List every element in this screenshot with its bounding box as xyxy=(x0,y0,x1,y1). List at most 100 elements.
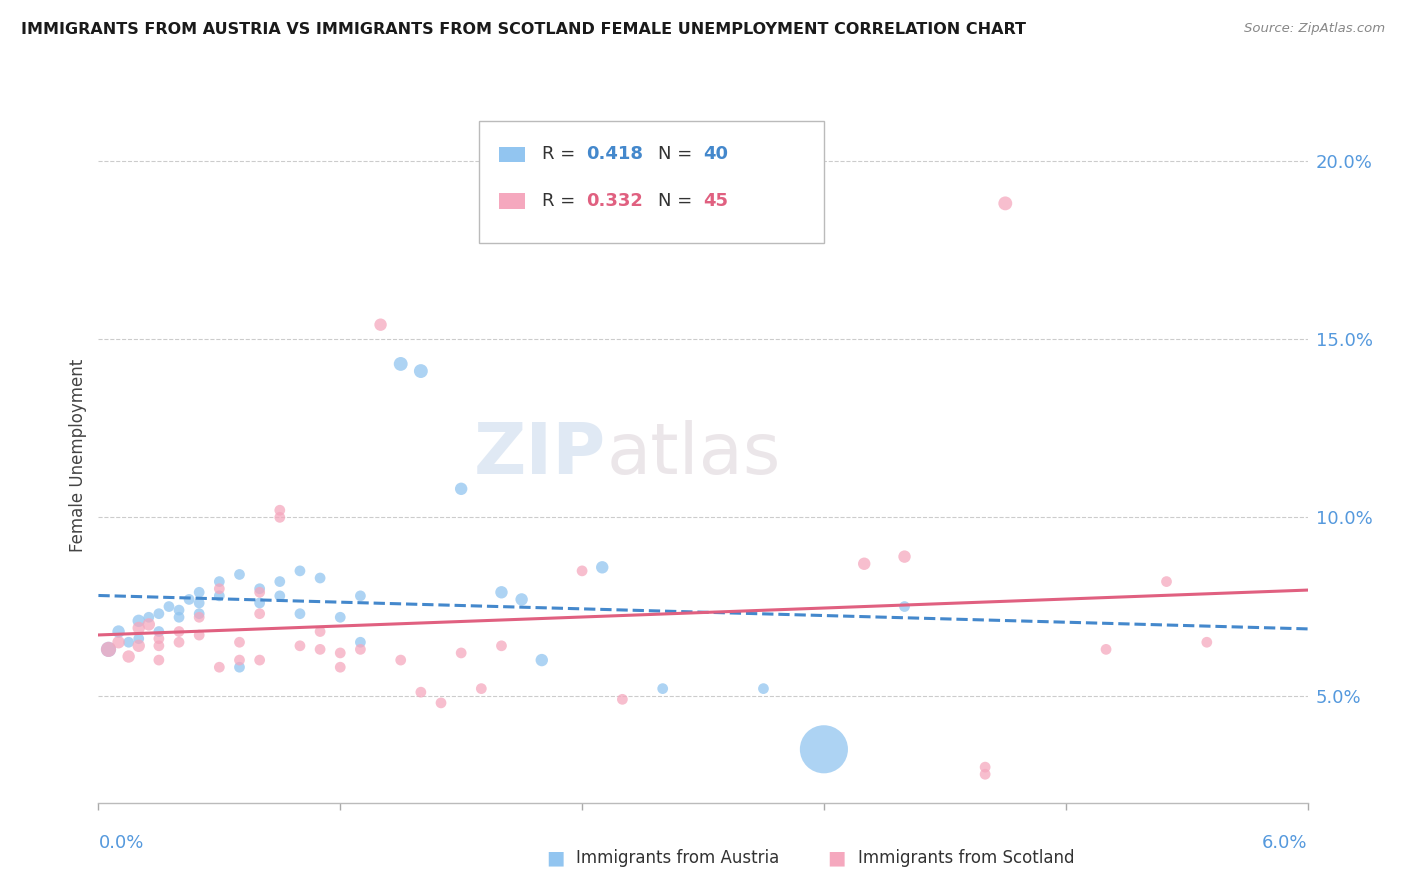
Point xyxy=(188,607,211,621)
Point xyxy=(208,582,231,596)
Point xyxy=(651,681,673,696)
Point xyxy=(249,607,271,621)
Point xyxy=(409,364,432,378)
Point xyxy=(208,574,231,589)
Point xyxy=(249,596,271,610)
Point xyxy=(188,596,211,610)
Point xyxy=(167,624,190,639)
Text: Immigrants from Scotland: Immigrants from Scotland xyxy=(858,849,1074,867)
Point xyxy=(309,571,332,585)
FancyBboxPatch shape xyxy=(499,146,526,162)
Point xyxy=(128,639,150,653)
Point xyxy=(309,642,332,657)
Text: 45: 45 xyxy=(703,192,728,210)
Point xyxy=(752,681,775,696)
Point xyxy=(118,635,141,649)
Point xyxy=(208,589,231,603)
Point xyxy=(167,635,190,649)
Point xyxy=(530,653,553,667)
Point xyxy=(389,357,412,371)
FancyBboxPatch shape xyxy=(479,121,824,243)
Text: atlas: atlas xyxy=(606,420,780,490)
Point xyxy=(97,642,120,657)
Point xyxy=(228,653,250,667)
Point xyxy=(450,482,472,496)
Point xyxy=(430,696,453,710)
Point xyxy=(591,560,613,574)
Point xyxy=(470,681,492,696)
Point xyxy=(370,318,392,332)
Point xyxy=(1095,642,1118,657)
Text: 40: 40 xyxy=(703,145,728,163)
Point xyxy=(167,610,190,624)
Point xyxy=(974,760,997,774)
Point xyxy=(148,639,170,653)
Point xyxy=(269,510,291,524)
Point xyxy=(329,660,352,674)
Point xyxy=(349,642,371,657)
Point xyxy=(571,564,593,578)
Point xyxy=(128,621,150,635)
Point xyxy=(249,582,271,596)
Text: ■: ■ xyxy=(546,848,565,868)
Point xyxy=(107,635,129,649)
Point xyxy=(188,585,211,599)
Point xyxy=(491,585,513,599)
Point xyxy=(309,624,332,639)
Point xyxy=(228,635,250,649)
Point xyxy=(228,660,250,674)
Point xyxy=(510,592,533,607)
Point xyxy=(349,635,371,649)
Point xyxy=(612,692,634,706)
Point xyxy=(148,607,170,621)
Point xyxy=(893,549,915,564)
Point xyxy=(893,599,915,614)
Point xyxy=(208,660,231,674)
Text: 0.332: 0.332 xyxy=(586,192,643,210)
Text: 0.0%: 0.0% xyxy=(98,834,143,852)
Text: ■: ■ xyxy=(827,848,846,868)
Point xyxy=(450,646,472,660)
Text: R =: R = xyxy=(543,192,581,210)
Y-axis label: Female Unemployment: Female Unemployment xyxy=(69,359,87,551)
Point xyxy=(491,639,513,653)
Point xyxy=(188,610,211,624)
Point xyxy=(249,653,271,667)
Point xyxy=(118,649,141,664)
Text: ZIP: ZIP xyxy=(474,420,606,490)
Point xyxy=(148,624,170,639)
Point xyxy=(1156,574,1178,589)
Point xyxy=(994,196,1017,211)
Point xyxy=(138,617,160,632)
Point xyxy=(813,742,835,756)
Point xyxy=(329,610,352,624)
Point xyxy=(157,599,180,614)
Point xyxy=(269,574,291,589)
Text: IMMIGRANTS FROM AUSTRIA VS IMMIGRANTS FROM SCOTLAND FEMALE UNEMPLOYMENT CORRELAT: IMMIGRANTS FROM AUSTRIA VS IMMIGRANTS FR… xyxy=(21,22,1026,37)
Point xyxy=(329,646,352,660)
Point xyxy=(138,610,160,624)
Point xyxy=(128,632,150,646)
Point xyxy=(269,589,291,603)
Point xyxy=(128,614,150,628)
Point xyxy=(288,564,311,578)
Point xyxy=(148,632,170,646)
Text: N =: N = xyxy=(658,192,699,210)
Point xyxy=(409,685,432,699)
Text: N =: N = xyxy=(658,145,699,163)
Point xyxy=(349,589,371,603)
Point xyxy=(228,567,250,582)
Text: 6.0%: 6.0% xyxy=(1263,834,1308,852)
Point xyxy=(974,767,997,781)
Point xyxy=(853,557,876,571)
Point xyxy=(249,585,271,599)
Text: R =: R = xyxy=(543,145,581,163)
Text: 0.418: 0.418 xyxy=(586,145,643,163)
Point xyxy=(97,642,120,657)
Text: Source: ZipAtlas.com: Source: ZipAtlas.com xyxy=(1244,22,1385,36)
Point xyxy=(179,592,201,607)
Text: Immigrants from Austria: Immigrants from Austria xyxy=(576,849,780,867)
Point xyxy=(107,624,129,639)
FancyBboxPatch shape xyxy=(499,194,526,209)
Point xyxy=(1195,635,1218,649)
